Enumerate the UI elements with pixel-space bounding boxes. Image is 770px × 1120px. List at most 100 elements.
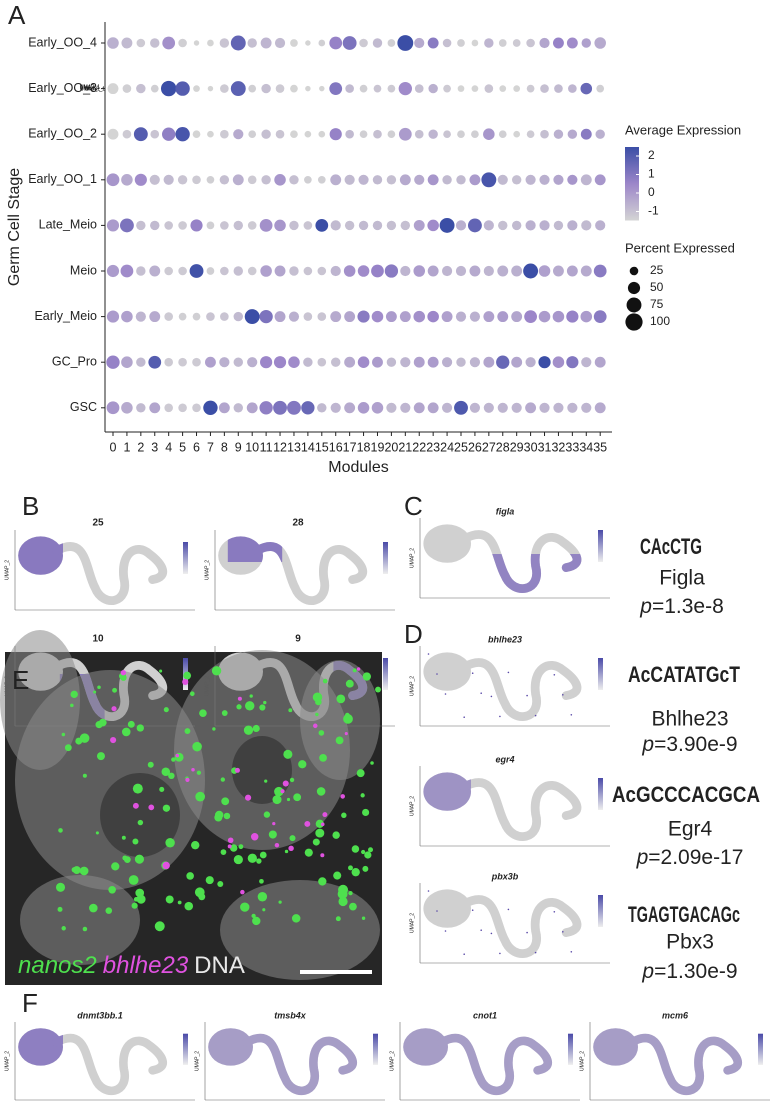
nanos2-spot <box>128 875 139 885</box>
bhlhe23-spot <box>235 767 240 773</box>
bhlhe23-spot <box>240 889 245 895</box>
dot <box>441 311 453 323</box>
umap-x-label: UMAP_1 <box>80 86 100 92</box>
dot <box>567 402 578 413</box>
umap-y-label: UMAP_2 <box>409 913 415 933</box>
panel-label: C <box>404 491 423 521</box>
nanos2-spot <box>315 828 325 838</box>
dot <box>568 84 577 93</box>
dot <box>178 266 187 276</box>
x-tick-label: 29 <box>510 440 524 454</box>
bhlhe23-spot <box>250 832 259 841</box>
dot <box>121 356 133 368</box>
dot <box>496 355 510 369</box>
dot <box>540 129 549 139</box>
dot <box>471 130 479 139</box>
nanos2-spot <box>70 690 78 699</box>
nanos2-spot <box>184 901 194 911</box>
x-tick-label: 1 <box>123 440 130 454</box>
y-tick-label: GC_Pro <box>52 354 97 368</box>
dot <box>260 265 272 277</box>
dot <box>372 220 383 231</box>
nanos2-spot <box>195 791 206 802</box>
nanos2-spot <box>312 838 320 846</box>
umap-plot: UMAP_2 <box>409 518 610 599</box>
dot <box>469 402 481 413</box>
x-tick-label: 17 <box>343 440 357 454</box>
nanos2-spot <box>262 908 266 912</box>
dot <box>106 355 120 369</box>
dot <box>121 174 133 186</box>
dot <box>150 220 160 231</box>
dot <box>274 174 286 186</box>
umap-trajectory <box>252 542 368 605</box>
dot <box>122 84 132 93</box>
p-number: =3.90e-9 <box>654 733 738 756</box>
bhlhe23-spot <box>120 670 127 676</box>
dot <box>136 357 146 367</box>
umap-speck <box>507 908 510 911</box>
dot <box>106 219 120 232</box>
umap-speck <box>463 716 465 718</box>
dot <box>233 266 243 276</box>
umap-cluster <box>423 772 471 811</box>
nanos2-spot <box>259 851 267 859</box>
nanos2-spot <box>264 779 268 783</box>
dot <box>219 175 230 185</box>
dot <box>525 174 536 185</box>
colorbar-label: 2 <box>648 148 655 162</box>
dot <box>524 310 537 323</box>
dot <box>288 356 300 368</box>
nanos2-spot <box>165 895 174 904</box>
y-tick-label: Early_Meio <box>34 309 97 323</box>
dot <box>289 220 299 231</box>
dot <box>206 221 215 230</box>
dot <box>359 84 368 93</box>
dot <box>511 175 522 185</box>
dot <box>512 39 521 47</box>
size-label: 100 <box>650 314 670 328</box>
x-tick-label: 27 <box>482 440 496 454</box>
dot <box>526 84 535 93</box>
size-label: 25 <box>650 263 664 277</box>
y-tick-label: Early_OO_4 <box>28 35 97 49</box>
dot <box>427 219 439 232</box>
p-number: =2.09e-17 <box>648 846 743 869</box>
dot <box>427 37 439 49</box>
dot <box>484 84 494 93</box>
dot <box>344 402 356 414</box>
umap-title: egr4 <box>495 754 514 764</box>
nanos2-spot <box>362 672 372 681</box>
dot <box>580 82 593 95</box>
umap-colorbar <box>383 658 388 690</box>
x-tick-label: 6 <box>193 440 200 454</box>
dot <box>305 40 311 46</box>
dot <box>400 402 411 413</box>
nanos2-spot <box>189 691 195 697</box>
nanos2-spot <box>223 812 231 820</box>
x-tick-label: 9 <box>235 440 242 454</box>
dot <box>344 174 355 185</box>
x-axis-title: Modules <box>328 459 388 476</box>
umap-plot: UMAP_2 <box>579 1022 770 1101</box>
dot <box>290 39 298 47</box>
dot <box>163 174 174 185</box>
dot <box>261 129 271 139</box>
stain: DNA <box>194 952 245 979</box>
umap-title: figla <box>496 506 515 516</box>
umap-trajectory <box>627 1033 742 1096</box>
dot <box>317 175 326 184</box>
dot <box>260 356 273 369</box>
dot <box>218 402 230 414</box>
x-tick-label: 16 <box>329 440 343 454</box>
dot <box>261 175 271 185</box>
tf-name: Pbx3 <box>666 931 714 954</box>
umap-speck <box>444 930 447 932</box>
dot <box>160 80 177 97</box>
umap-trajectory <box>459 778 582 841</box>
dot <box>150 84 159 93</box>
dot <box>539 37 550 49</box>
x-tick-label: 28 <box>496 440 510 454</box>
nanos2-spot <box>259 878 264 884</box>
dot <box>581 357 592 368</box>
